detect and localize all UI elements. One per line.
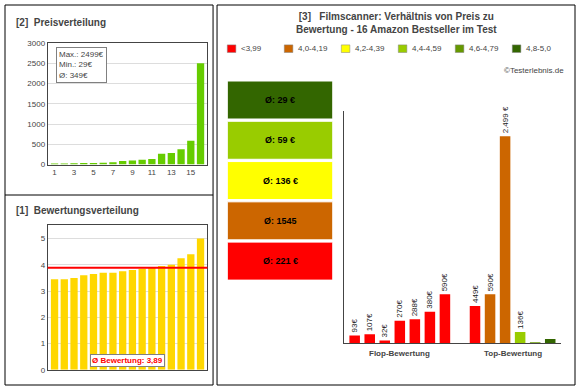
svg-text:Flop-Bewertung: Flop-Bewertung (369, 349, 430, 358)
svg-text:136€: 136€ (516, 311, 525, 329)
svg-text:590€: 590€ (440, 273, 449, 291)
svg-text:7: 7 (111, 168, 116, 177)
svg-text:5: 5 (41, 234, 46, 243)
svg-text:2000: 2000 (27, 79, 45, 88)
svg-text:4,0-4,19: 4,0-4,19 (298, 44, 328, 53)
svg-text:4,8-5,0: 4,8-5,0 (526, 44, 551, 53)
svg-text:Ø: 59 €: Ø: 59 € (265, 135, 295, 145)
svg-text:2500: 2500 (27, 59, 45, 68)
svg-text:9: 9 (130, 168, 135, 177)
svg-text:11: 11 (148, 168, 157, 177)
svg-text:449€: 449€ (471, 285, 480, 303)
svg-text:Ø Bewertung: 3,89: Ø Bewertung: 3,89 (92, 356, 163, 365)
svg-text:[1] Bewertungsverteilung: [1] Bewertungsverteilung (16, 205, 139, 216)
svg-text:Ø: 136 €: Ø: 136 € (263, 176, 298, 186)
svg-text:Top-Bewertung: Top-Bewertung (484, 349, 542, 358)
svg-text:0: 0 (41, 160, 46, 169)
svg-text:[3] Filmscanner: Verhältnis: [3] Filmscanner: Verhältnis von Preis zu… (296, 11, 497, 35)
svg-text:2: 2 (41, 313, 46, 322)
svg-text:500: 500 (32, 140, 46, 149)
svg-text:4,6-4,79: 4,6-4,79 (469, 44, 499, 53)
svg-text:3: 3 (72, 168, 77, 177)
svg-text:1: 1 (52, 168, 57, 177)
svg-text:32€: 32€ (380, 324, 389, 338)
svg-text:270€: 270€ (395, 300, 404, 318)
svg-text:380€: 380€ (425, 290, 434, 308)
svg-text:13: 13 (167, 168, 176, 177)
svg-text:[2] Preisverteilung: [2] Preisverteilung (16, 17, 106, 28)
svg-text:5: 5 (91, 168, 96, 177)
svg-text:0: 0 (41, 366, 46, 375)
svg-text:3000: 3000 (27, 39, 45, 48)
svg-text:Ø: 29 €: Ø: 29 € (265, 95, 295, 105)
svg-text:©Testerlebnis.de: ©Testerlebnis.de (504, 66, 564, 75)
svg-text:288€: 288€ (410, 298, 419, 316)
svg-text:2.499 €: 2.499 € (501, 106, 510, 133)
svg-text:1: 1 (41, 339, 46, 348)
svg-text:4: 4 (41, 261, 46, 270)
svg-text:1000: 1000 (27, 120, 45, 129)
svg-text:93€: 93€ (350, 319, 359, 333)
svg-text:<3,99: <3,99 (241, 44, 262, 53)
svg-text:Ø: 221 €: Ø: 221 € (263, 256, 298, 266)
svg-text:15: 15 (186, 168, 195, 177)
svg-text:Max.: 2499€Min.: 29€Ø: 349€: Max.: 2499€Min.: 29€Ø: 349€ (59, 50, 104, 80)
svg-text:590€: 590€ (486, 273, 495, 291)
svg-text:4,2-4,39: 4,2-4,39 (355, 44, 385, 53)
svg-text:3: 3 (41, 287, 46, 296)
svg-text:1500: 1500 (27, 100, 45, 109)
svg-text:107€: 107€ (365, 313, 374, 331)
svg-text:4,4-4,59: 4,4-4,59 (412, 44, 442, 53)
svg-text:Ø: 1545: Ø: 1545 (264, 216, 297, 226)
